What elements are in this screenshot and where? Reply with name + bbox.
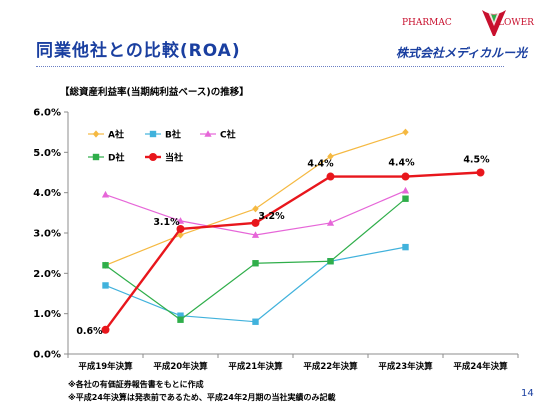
data-point (101, 190, 110, 198)
data-point (402, 195, 409, 202)
legend-swatch-marker (92, 130, 100, 138)
series-line (105, 131, 406, 266)
data-point (176, 224, 185, 233)
chart-series-lines (104, 131, 481, 331)
data-label: 0.6% (76, 326, 103, 337)
footnote-1: ※各社の有価証券報告書をもとに作成 (68, 380, 204, 389)
legend-label: 当社 (165, 152, 183, 164)
data-point (402, 128, 409, 136)
series-line (105, 190, 406, 236)
data-point (252, 260, 259, 267)
data-point (101, 325, 110, 334)
legend-swatch-marker (204, 130, 212, 137)
legend-label: D社 (108, 152, 124, 164)
footnotes: ※各社の有価証券報告書をもとに作成 ※平成24年決算は発表前であるため、平成24… (68, 378, 336, 404)
data-point (326, 219, 335, 226)
data-point (401, 186, 410, 194)
chart-legend: A社 B社 C社 D社 当社 (88, 129, 236, 164)
chart-series-markers (101, 128, 485, 334)
y-tick-label: 3.0% (33, 229, 61, 240)
legend-label: B社 (165, 129, 181, 141)
y-tick-label: 4.0% (33, 188, 61, 199)
x-tick-label: 平成24年決算 (453, 361, 508, 372)
flower-logo-icon (482, 10, 506, 36)
data-label: 4.4% (307, 159, 334, 170)
data-point (252, 205, 259, 213)
y-tick-label: 6.0% (33, 108, 61, 119)
legend-swatch-marker (149, 130, 157, 138)
data-point (326, 172, 335, 181)
y-tick-label: 5.0% (33, 148, 61, 159)
title-divider (36, 66, 504, 67)
data-point (402, 243, 409, 251)
data-point (251, 218, 260, 227)
data-label: 3.2% (258, 211, 285, 222)
series-line (105, 198, 406, 321)
y-tick-label: 0.0% (33, 350, 61, 361)
footnote-2: ※平成24年決算は発表前であるため、平成24年2月期の当社実績のみ記載 (68, 393, 336, 402)
x-tick-label: 平成20年決算 (153, 361, 208, 372)
data-label: 4.4% (388, 158, 415, 169)
series-line (104, 171, 481, 331)
page-number: 14 (521, 388, 534, 399)
data-point (252, 318, 259, 325)
chart-data-labels: 0.6% 3.1% 3.2% 4.4% 4.4% 4.5% (76, 155, 490, 337)
data-point (177, 312, 184, 319)
data-point (327, 152, 334, 160)
x-tick-label: 平成22年決算 (303, 361, 358, 372)
legend-swatch-marker (92, 153, 100, 161)
legend-label: C社 (220, 129, 236, 141)
data-point (401, 172, 410, 181)
data-point (102, 282, 109, 289)
data-label: 4.5% (463, 155, 490, 166)
data-point (327, 258, 334, 265)
chart-subtitle: 【総資産利益率(当期純利益ベース)の推移】 (60, 87, 249, 98)
logo-brand-right: LOWER (498, 18, 534, 28)
x-tick-label: 平成23年決算 (378, 361, 433, 372)
data-label: 3.1% (153, 217, 180, 228)
x-tick-label: 平成21年決算 (228, 361, 283, 372)
data-point (102, 262, 109, 269)
logo-brand-left: PHARMAC (402, 18, 452, 28)
chart-axes: 0.0% 1.0% 2.0% 3.0% 4.0% 5.0% 6.0% 平成19年決算 平成20年… (33, 108, 519, 372)
series-line (105, 246, 406, 323)
data-point (177, 316, 184, 323)
logo-company-name: 株式会社メディカルー光 (396, 46, 528, 60)
data-point (476, 168, 485, 177)
y-tick-label: 1.0% (33, 309, 61, 320)
data-point (177, 231, 184, 239)
data-point (176, 217, 185, 224)
legend-swatch-marker (149, 153, 157, 161)
y-tick-label: 2.0% (33, 269, 61, 280)
page-title: 同業他社との比較(ROA) (36, 41, 241, 61)
data-point (251, 231, 260, 238)
legend-label: A社 (108, 129, 124, 141)
x-tick-label: 平成19年決算 (78, 361, 133, 372)
